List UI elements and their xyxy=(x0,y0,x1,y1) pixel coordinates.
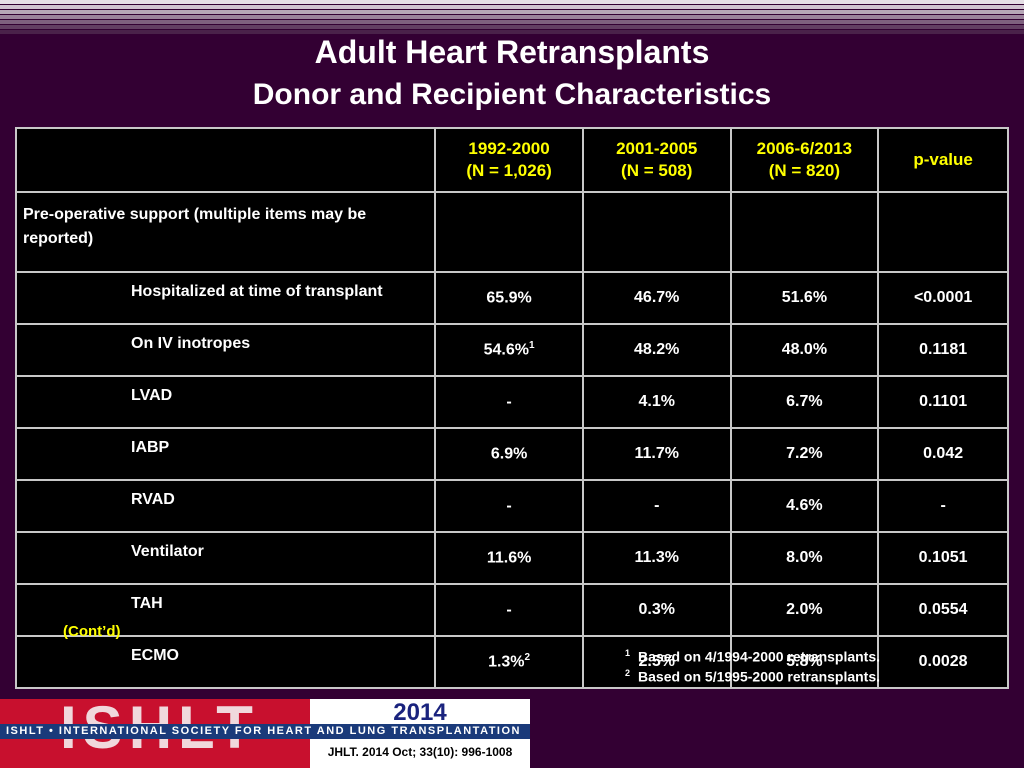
cell-era-2: 46.7% xyxy=(581,271,732,325)
cell-era-1: 11.6% xyxy=(434,531,584,585)
table-row: RVAD - - 4.6% - xyxy=(14,479,1009,533)
row-label: Ventilator xyxy=(14,531,437,585)
cell-era-3: 8.0% xyxy=(729,531,880,585)
continued-label: (Cont’d) xyxy=(63,623,121,640)
footnote-2: 2 Based on 5/1995-2000 retransplants. xyxy=(625,668,881,685)
row-label: IABP xyxy=(14,427,437,481)
row-label: TAH xyxy=(14,583,437,637)
cell-era-2: 4.1% xyxy=(581,375,732,429)
cell-era-1: 65.9% xyxy=(434,271,584,325)
characteristics-table: 1992-2000 (N = 1,026) 2001-2005 (N = 508) … xyxy=(14,127,1009,689)
cell-era-3: 51.6% xyxy=(729,271,880,325)
table-header-row: 1992-2000 (N = 1,026) 2001-2005 (N = 508) … xyxy=(14,127,1009,193)
cell-era-3: 7.2% xyxy=(729,427,880,481)
header-p-value: p-value xyxy=(877,127,1009,193)
journal-citation: JHLT. 2014 Oct; 33(10): 996-1008 xyxy=(327,745,513,759)
cell-era-2: 2.5% xyxy=(581,635,732,689)
slide-subtitle: Donor and Recipient Characteristics xyxy=(252,78,772,111)
table-row: IABP 6.9% 11.7% 7.2% 0.042 xyxy=(14,427,1009,481)
table-row: Hospitalized at time of transplant 65.9%… xyxy=(14,271,1009,325)
footnote-1: 1 Based on 4/1994-2000 retransplants. xyxy=(625,648,881,665)
header-era-2: 2001-2005 (N = 508) xyxy=(581,127,732,193)
cell-p-value: 0.042 xyxy=(877,427,1009,481)
table-row: ECMO 1.3%2 2.5% 5.8% 0.0028 xyxy=(14,635,1009,689)
row-label: ECMO xyxy=(14,635,437,689)
cell-era-2: - xyxy=(581,479,732,533)
cell-p-value: 0.1101 xyxy=(877,375,1009,429)
cell-p-value: 0.0554 xyxy=(877,583,1009,637)
table-row: LVAD - 4.1% 6.7% 0.1101 xyxy=(14,375,1009,429)
cell-p-value: <0.0001 xyxy=(877,271,1009,325)
top-stripes xyxy=(0,0,1024,36)
cell-era-3: 4.6% xyxy=(729,479,880,533)
cell-era-3: 48.0% xyxy=(729,323,880,377)
cell-p-value: - xyxy=(877,479,1009,533)
row-label: Hospitalized at time of transplant xyxy=(14,271,437,325)
row-label: On IV inotropes xyxy=(14,323,437,377)
cell-era-2: 0.3% xyxy=(581,583,732,637)
cell-era-2: 11.7% xyxy=(581,427,732,481)
logo-year: 2014 xyxy=(393,699,447,726)
society-name-band: ISHLT • INTERNATIONAL SOCIETY FOR HEART … xyxy=(0,724,530,739)
section-row: Pre-operative support (multiple items ma… xyxy=(14,191,1009,273)
row-label: RVAD xyxy=(14,479,437,533)
header-era-1: 1992-2000 (N = 1,026) xyxy=(434,127,584,193)
row-label: LVAD xyxy=(14,375,437,429)
table-row: TAH - 0.3% 2.0% 0.0554 xyxy=(14,583,1009,637)
cell-era-1: 1.3%2 xyxy=(434,635,584,689)
cell-era-1: - xyxy=(434,375,584,429)
cell-era-3: 6.7% xyxy=(729,375,880,429)
header-blank xyxy=(14,127,437,193)
cell-era-2: 11.3% xyxy=(581,531,732,585)
section-label: Pre-operative support (multiple items ma… xyxy=(14,191,437,273)
cell-era-3: 2.0% xyxy=(729,583,880,637)
table-row: On IV inotropes 54.6%1 48.2% 48.0% 0.118… xyxy=(14,323,1009,377)
cell-era-1: 6.9% xyxy=(434,427,584,481)
cell-era-1: 54.6%1 xyxy=(434,323,584,377)
ishlt-logo: ISHLT 2014 JHLT. 2014 Oct; 33(10): 996-1… xyxy=(0,699,530,768)
cell-era-3: 5.8% xyxy=(729,635,880,689)
cell-p-value: 0.1181 xyxy=(877,323,1009,377)
header-era-3: 2006-6/2013 (N = 820) xyxy=(729,127,880,193)
cell-era-1: - xyxy=(434,479,584,533)
cell-p-value: 0.1051 xyxy=(877,531,1009,585)
slide-title: Adult Heart Retransplants xyxy=(314,34,710,70)
table-row: Ventilator 11.6% 11.3% 8.0% 0.1051 xyxy=(14,531,1009,585)
cell-era-2: 48.2% xyxy=(581,323,732,377)
cell-era-1: - xyxy=(434,583,584,637)
cell-p-value: 0.0028 xyxy=(877,635,1009,689)
